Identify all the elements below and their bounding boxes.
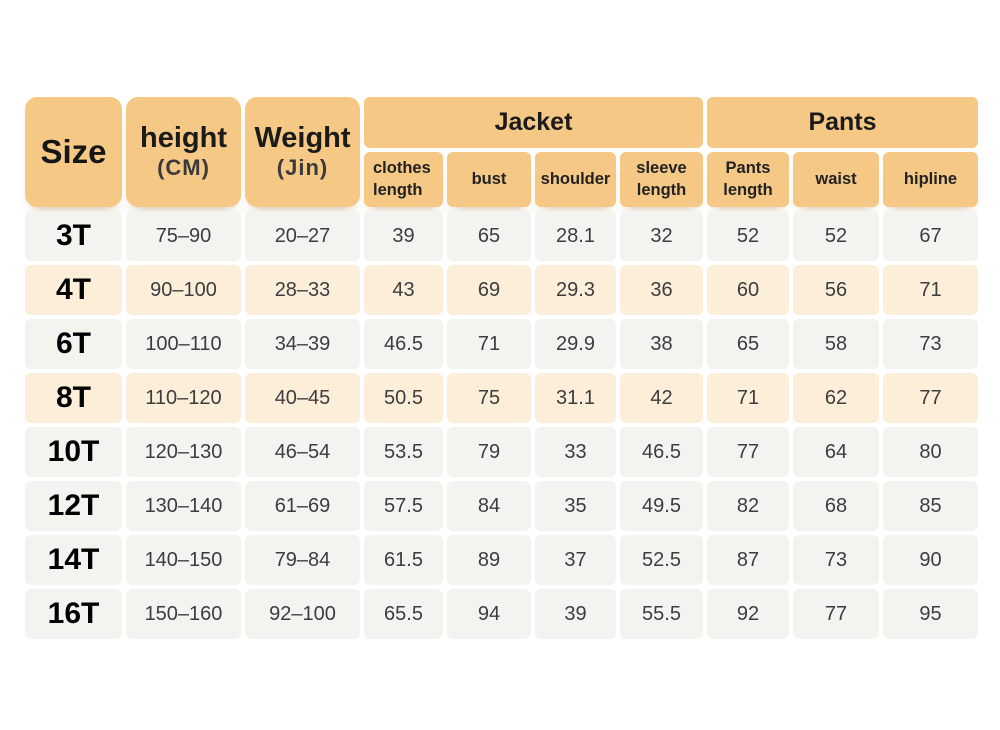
table-cell: 35 [535, 481, 616, 531]
table-cell: 49.5 [620, 481, 703, 531]
table-cell: 100–110 [126, 319, 241, 369]
table-cell: 36 [620, 265, 703, 315]
header-bust: bust [447, 152, 531, 207]
row-size-label: 8T [25, 373, 122, 423]
table-cell: 52 [707, 211, 789, 261]
table-cell: 71 [447, 319, 531, 369]
table-cell: 94 [447, 589, 531, 639]
header-group-pants: Pants [707, 97, 978, 148]
table-cell: 85 [883, 481, 978, 531]
table-cell: 77 [707, 427, 789, 477]
table-cell: 57.5 [364, 481, 443, 531]
row-size-label: 3T [25, 211, 122, 261]
header-pants-length: Pants length [707, 152, 789, 207]
table-cell: 80 [883, 427, 978, 477]
table-cell: 95 [883, 589, 978, 639]
table-cell: 46–54 [245, 427, 360, 477]
table-cell: 75–90 [126, 211, 241, 261]
table-cell: 20–27 [245, 211, 360, 261]
table-cell: 38 [620, 319, 703, 369]
table-cell: 60 [707, 265, 789, 315]
row-size-label: 6T [25, 319, 122, 369]
table-cell: 31.1 [535, 373, 616, 423]
table-cell: 77 [793, 589, 879, 639]
table-cell: 40–45 [245, 373, 360, 423]
table-cell: 92–100 [245, 589, 360, 639]
table-cell: 140–150 [126, 535, 241, 585]
table-cell: 28.1 [535, 211, 616, 261]
table-cell: 71 [707, 373, 789, 423]
table-cell: 52.5 [620, 535, 703, 585]
table-cell: 61–69 [245, 481, 360, 531]
header-size-label: Size [40, 133, 107, 170]
table-cell: 42 [620, 373, 703, 423]
header-waist: waist [793, 152, 879, 207]
table-cell: 32 [620, 211, 703, 261]
table-cell: 73 [793, 535, 879, 585]
row-size-label: 14T [25, 535, 122, 585]
table-cell: 64 [793, 427, 879, 477]
table-cell: 89 [447, 535, 531, 585]
table-cell: 110–120 [126, 373, 241, 423]
table-cell: 29.3 [535, 265, 616, 315]
table-cell: 65 [447, 211, 531, 261]
table-cell: 46.5 [620, 427, 703, 477]
header-weight: Weight (Jin) [245, 97, 360, 207]
table-cell: 34–39 [245, 319, 360, 369]
table-cell: 33 [535, 427, 616, 477]
table-cell: 120–130 [126, 427, 241, 477]
header-sleeve-length: sleeve length [620, 152, 703, 207]
header-weight-unit: (Jin) [276, 155, 329, 181]
table-cell: 79–84 [245, 535, 360, 585]
header-hipline: hipline [883, 152, 978, 207]
row-size-label: 12T [25, 481, 122, 531]
table-cell: 65.5 [364, 589, 443, 639]
table-cell: 29.9 [535, 319, 616, 369]
table-cell: 61.5 [364, 535, 443, 585]
header-shoulder: shoulder [535, 152, 616, 207]
table-cell: 39 [535, 589, 616, 639]
table-cell: 46.5 [364, 319, 443, 369]
table-cell: 92 [707, 589, 789, 639]
table-cell: 69 [447, 265, 531, 315]
header-clothes-length: clothes length [364, 152, 443, 207]
header-height: height (CM) [126, 97, 241, 207]
table-cell: 77 [883, 373, 978, 423]
table-cell: 50.5 [364, 373, 443, 423]
header-height-unit: (CM) [157, 155, 210, 181]
header-group-jacket: Jacket [364, 97, 703, 148]
table-cell: 150–160 [126, 589, 241, 639]
row-size-label: 10T [25, 427, 122, 477]
table-cell: 55.5 [620, 589, 703, 639]
table-cell: 37 [535, 535, 616, 585]
table-cell: 87 [707, 535, 789, 585]
table-cell: 90–100 [126, 265, 241, 315]
table-cell: 71 [883, 265, 978, 315]
table-cell: 43 [364, 265, 443, 315]
table-cell: 68 [793, 481, 879, 531]
header-height-label: height [140, 122, 227, 155]
table-cell: 67 [883, 211, 978, 261]
header-size: Size [25, 97, 122, 207]
table-cell: 39 [364, 211, 443, 261]
header-weight-label: Weight [254, 122, 351, 155]
table-cell: 75 [447, 373, 531, 423]
table-cell: 52 [793, 211, 879, 261]
table-cell: 62 [793, 373, 879, 423]
table-cell: 130–140 [126, 481, 241, 531]
table-cell: 84 [447, 481, 531, 531]
table-cell: 90 [883, 535, 978, 585]
table-cell: 82 [707, 481, 789, 531]
row-size-label: 4T [25, 265, 122, 315]
table-cell: 73 [883, 319, 978, 369]
table-cell: 28–33 [245, 265, 360, 315]
size-chart-table: Size height (CM) Weight (Jin) Jacket Pan… [25, 97, 978, 639]
row-size-label: 16T [25, 589, 122, 639]
table-cell: 53.5 [364, 427, 443, 477]
table-cell: 56 [793, 265, 879, 315]
table-cell: 79 [447, 427, 531, 477]
table-cell: 65 [707, 319, 789, 369]
table-cell: 58 [793, 319, 879, 369]
